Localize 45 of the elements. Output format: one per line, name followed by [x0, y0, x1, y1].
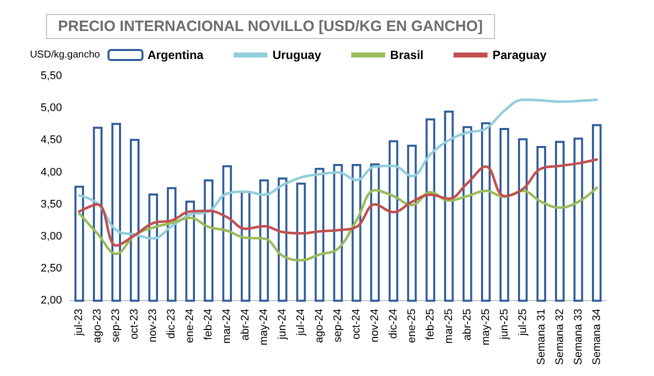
y-tick-label: 4,50 — [40, 134, 62, 146]
y-tick-label: 4,00 — [40, 166, 62, 178]
x-tick-label: Semana 32 — [554, 308, 566, 366]
y-tick-label: 5,50 — [40, 70, 62, 82]
x-tick-label: jun-25 — [498, 308, 510, 340]
x-tick-label: oct-23 — [128, 308, 141, 340]
line-series — [78, 98, 598, 240]
y-tick-label: 2,00 — [40, 294, 62, 307]
y-tick-label: 5,00 — [40, 102, 62, 114]
x-tick-label: ene-25 — [406, 308, 418, 344]
x-tick-label: nov-24 — [368, 308, 381, 342]
x-tick-label: jul-24 — [295, 308, 308, 337]
x-tick-label: abr-24 — [240, 308, 252, 341]
x-tick-label: dic-23 — [166, 308, 178, 339]
line-series — [78, 158, 598, 247]
x-tick-label: Semana 31 — [535, 308, 548, 366]
y-tick-label: 3,00 — [40, 230, 62, 243]
y-axis-title: USD/kg.gancho — [30, 50, 100, 60]
x-tick-label: sep-23 — [110, 308, 122, 342]
x-tick-label: jul-25 — [516, 308, 529, 337]
x-tick-label: mar-24 — [221, 308, 234, 344]
legend-label: Argentina — [147, 48, 204, 62]
chart-title: PRECIO INTERNACIONAL NOVILLO [USD/KG EN GANCHO] — [58, 18, 483, 35]
x-tick-label: feb-24 — [202, 308, 215, 340]
x-tick-label: jun-24 — [276, 308, 289, 340]
x-tick-label: feb-25 — [424, 308, 436, 340]
x-tick-label: Semana 34 — [590, 308, 603, 366]
x-tick-label: ene-24 — [184, 308, 196, 344]
x-tick-label: mar-25 — [442, 308, 455, 344]
y-tick-label: 2,50 — [40, 262, 62, 275]
x-tick-label: nov-23 — [147, 308, 160, 342]
x-tick-label: jul-23 — [73, 308, 86, 337]
x-tick-label: may-24 — [258, 308, 270, 346]
x-tick-label: ago-23 — [92, 308, 104, 344]
x-tick-label: ago-24 — [314, 308, 326, 344]
x-tick-label: sep-24 — [332, 308, 344, 342]
x-tick-label: Semana 33 — [572, 308, 584, 366]
legend-label: Uruguay — [272, 48, 322, 62]
legend-label: Paraguay — [492, 48, 547, 62]
x-tick-label: abr-25 — [461, 308, 474, 341]
y-tick-label: 3,50 — [40, 198, 62, 210]
x-tick-label: dic-24 — [387, 308, 400, 339]
legend-label: Brasil — [390, 48, 424, 62]
x-tick-label: oct-24 — [350, 308, 362, 340]
x-tick-label: may-25 — [480, 308, 492, 346]
